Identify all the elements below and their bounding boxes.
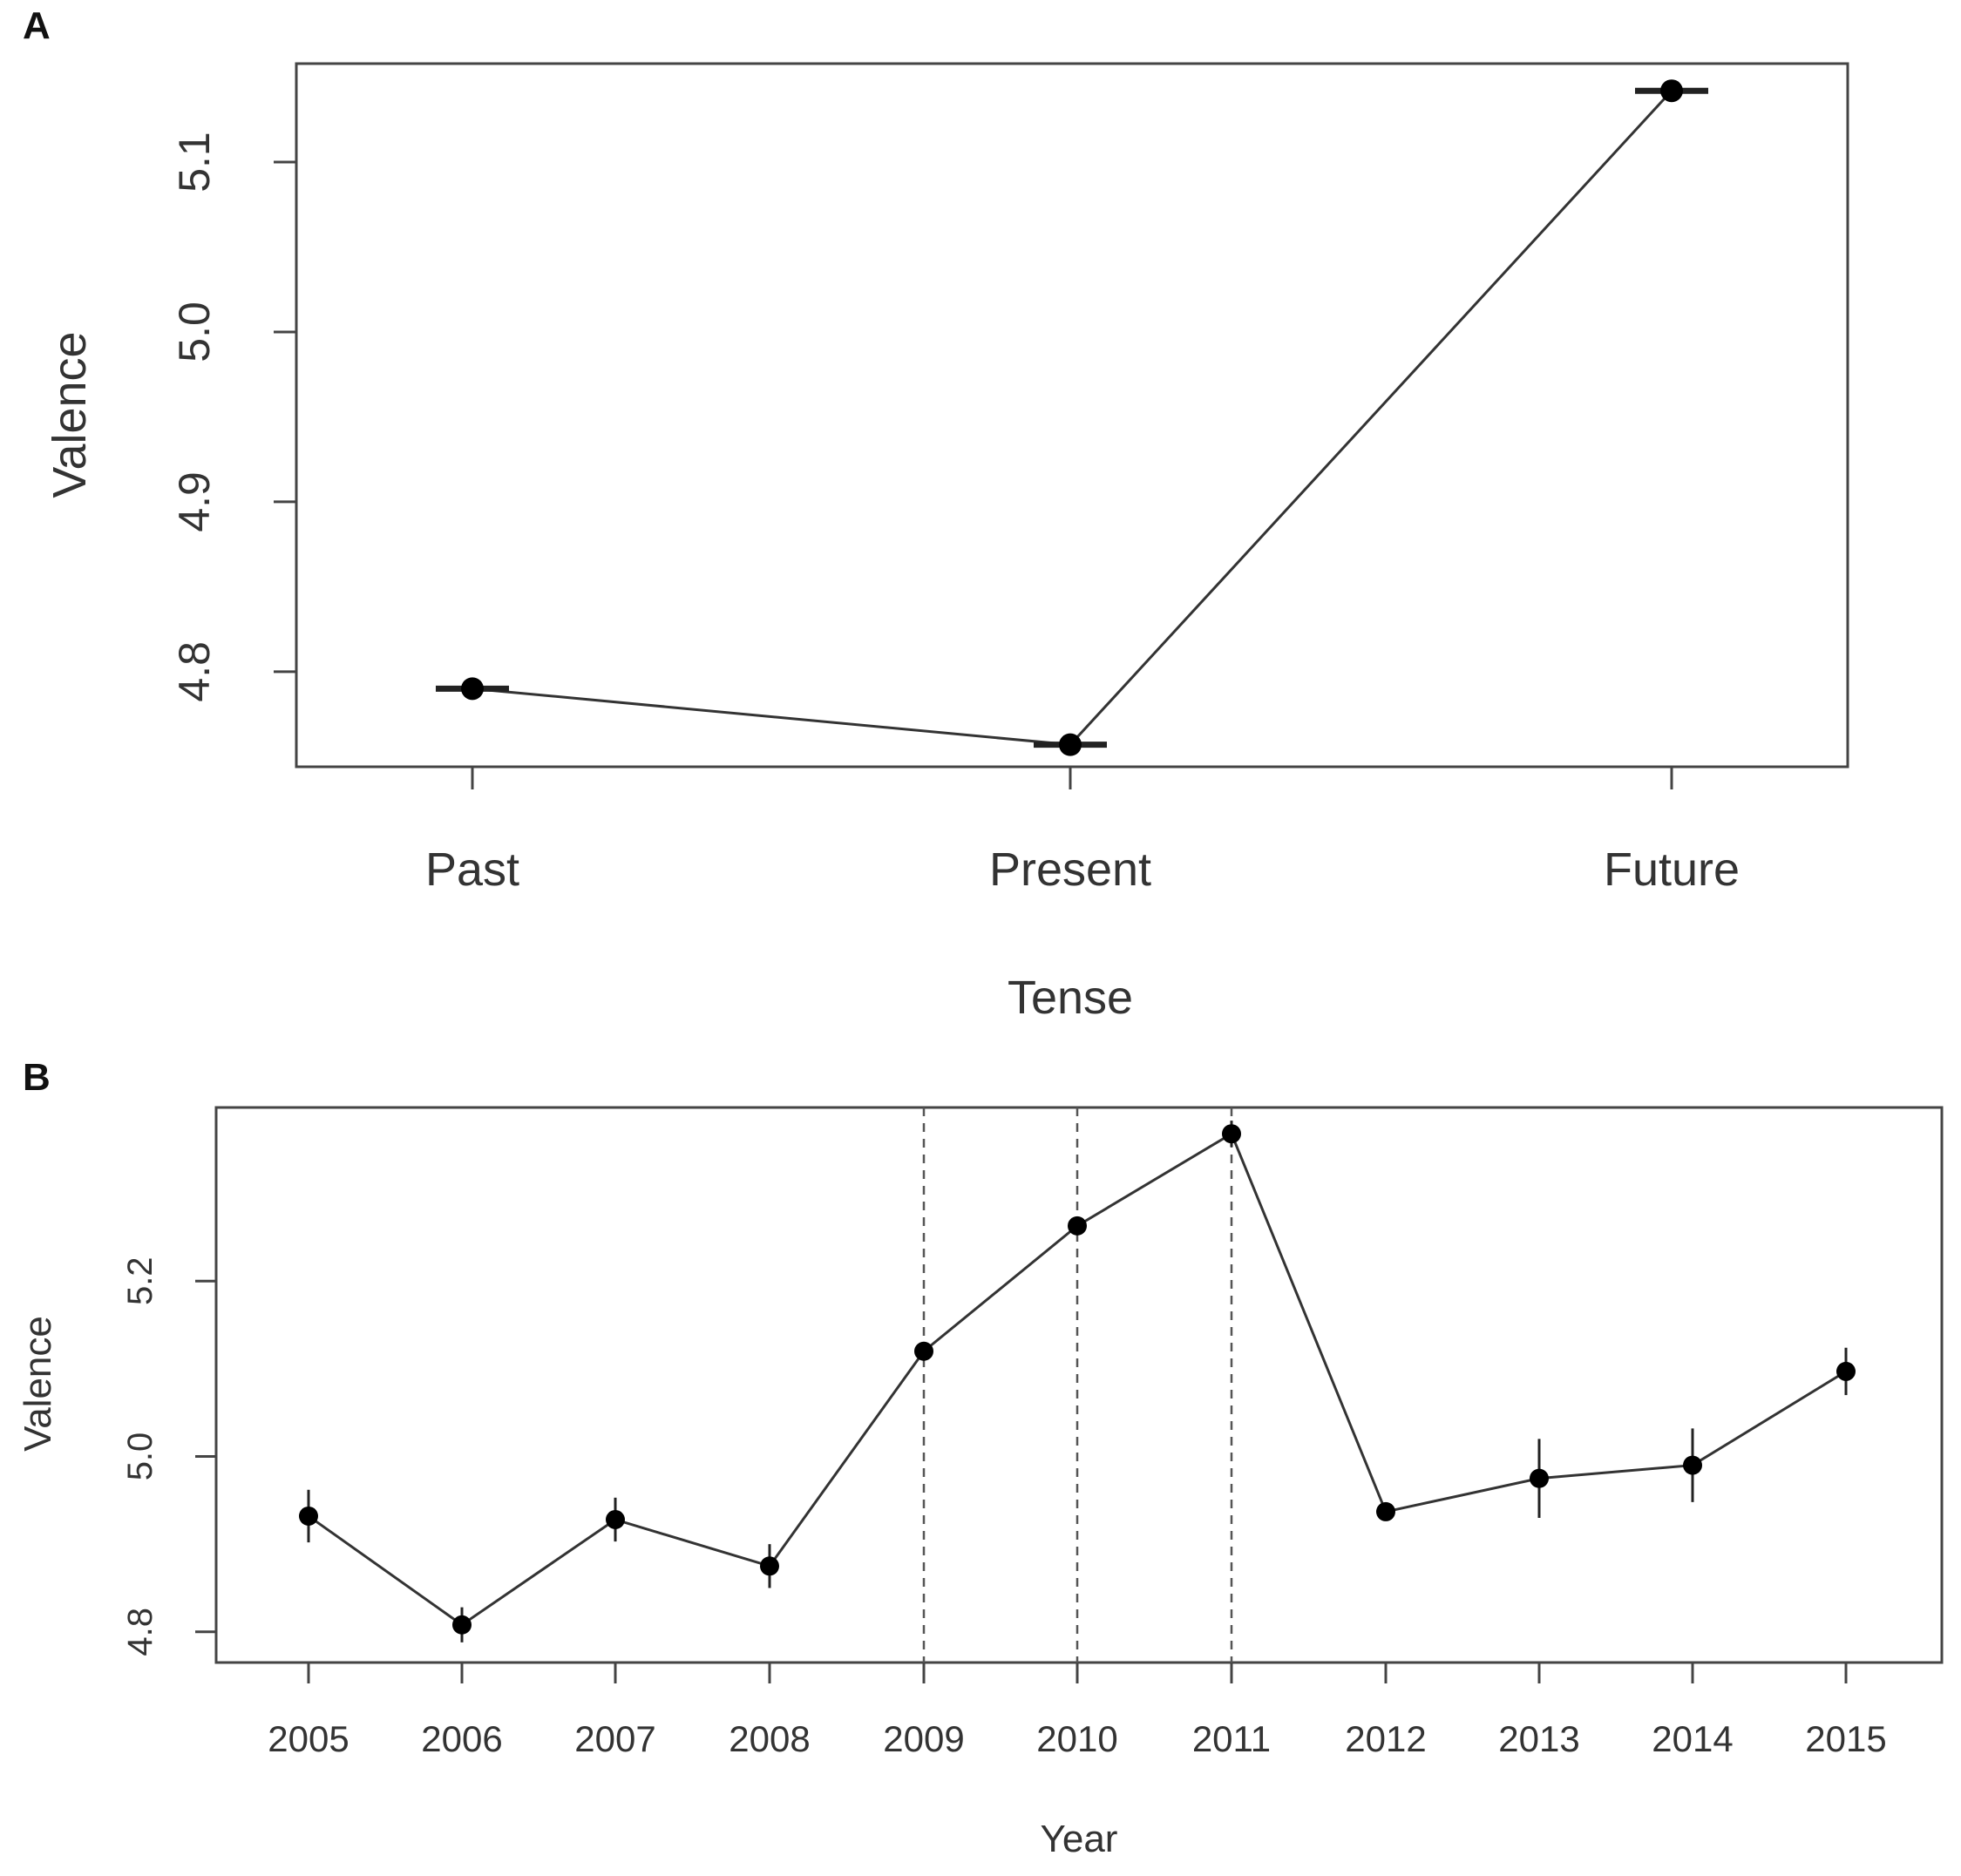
panel-a-points bbox=[436, 79, 1708, 756]
b-x-tick-label: 2009 bbox=[883, 1718, 964, 1759]
b-x-tick-label: 2013 bbox=[1498, 1718, 1579, 1759]
panel-a-label: A bbox=[23, 4, 51, 47]
b-point-2011 bbox=[1222, 1124, 1241, 1144]
b-x-tick-label: 2006 bbox=[421, 1718, 502, 1759]
b-x-tick-label: 2014 bbox=[1652, 1718, 1733, 1759]
b-x-tick-label: 2007 bbox=[574, 1718, 655, 1759]
b-x-tick-label: 2005 bbox=[268, 1718, 349, 1759]
panel-a-plot-frame bbox=[295, 62, 1849, 769]
panel-b-x-axis: 2005 2006 2007 2008 2009 2010 2011 2012 2013 2014… bbox=[268, 1663, 1887, 1759]
panel-b-plot-frame bbox=[214, 1106, 1944, 1664]
a-x-tick-label: Present bbox=[989, 843, 1151, 896]
b-point-2007 bbox=[606, 1509, 625, 1529]
b-point-2006 bbox=[452, 1615, 472, 1635]
b-y-tick-label: 5.2 bbox=[121, 1256, 159, 1305]
b-y-tick-label: 4.8 bbox=[121, 1608, 159, 1656]
panel-a-x-axis: Past Present Future bbox=[425, 767, 1740, 896]
a-x-tick-label: Future bbox=[1604, 843, 1740, 896]
b-point-2005 bbox=[299, 1506, 318, 1526]
panel-b-label: B bbox=[23, 1056, 51, 1099]
panel-a-y-axis-title: Valence bbox=[44, 331, 96, 498]
a-point-Past bbox=[461, 677, 484, 701]
b-point-2013 bbox=[1530, 1468, 1549, 1488]
b-x-tick-label: 2011 bbox=[1192, 1718, 1271, 1759]
b-x-tick-label: 2012 bbox=[1345, 1718, 1426, 1759]
b-point-2015 bbox=[1836, 1361, 1856, 1381]
b-point-2008 bbox=[760, 1556, 779, 1576]
panel-b-x-axis-title: Year bbox=[1041, 1818, 1118, 1860]
panel-a-y-axis: 4.8 4.9 5.0 5.1 bbox=[170, 132, 296, 702]
b-x-tick-label: 2015 bbox=[1805, 1718, 1886, 1759]
b-x-tick-label: 2008 bbox=[729, 1718, 810, 1759]
panel-a-x-axis-title: Tense bbox=[1008, 972, 1133, 1024]
panel-a: A 4.8 4.9 5.0 5.1 Past Present Future Tense V… bbox=[23, 4, 1849, 1024]
panel-a-series-line bbox=[472, 90, 1673, 747]
b-point-2010 bbox=[1068, 1216, 1087, 1236]
a-point-Future bbox=[1660, 79, 1683, 103]
b-point-2012 bbox=[1376, 1501, 1395, 1521]
a-y-tick-label: 5.1 bbox=[170, 132, 219, 193]
b-point-2009 bbox=[914, 1341, 933, 1361]
b-x-tick-label: 2010 bbox=[1036, 1718, 1117, 1759]
a-series-path bbox=[472, 90, 1673, 747]
panel-b-y-axis-title: Valence bbox=[17, 1316, 59, 1452]
a-y-tick-label: 5.0 bbox=[170, 301, 219, 362]
panel-b-reference-lines bbox=[922, 1107, 1233, 1663]
panel-b-points bbox=[299, 1121, 1856, 1642]
a-x-tick-label: Past bbox=[425, 843, 519, 896]
panel-b-y-axis: 4.8 5.0 5.2 bbox=[121, 1256, 216, 1656]
a-point-Present bbox=[1059, 733, 1082, 756]
panel-b: B 4.8 5.0 5.2 2005 2006 2007 2008 2009 2010 2011… bbox=[17, 1056, 1944, 1860]
b-point-2014 bbox=[1683, 1455, 1702, 1475]
a-y-tick-label: 4.9 bbox=[170, 471, 219, 532]
a-y-tick-label: 4.8 bbox=[170, 641, 219, 702]
b-y-tick-label: 5.0 bbox=[121, 1432, 159, 1481]
